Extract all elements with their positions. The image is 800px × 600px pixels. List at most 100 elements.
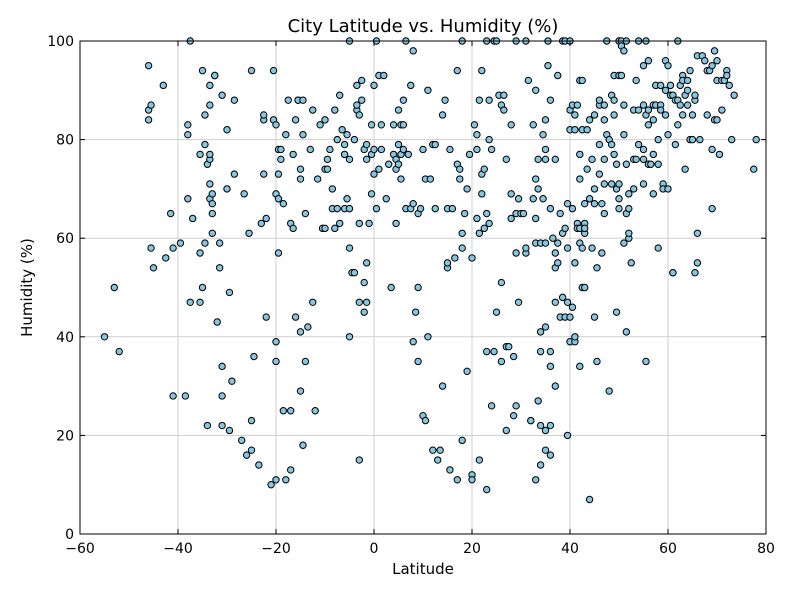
data-point: [443, 259, 452, 267]
data-point: [421, 416, 430, 425]
data-point: [693, 259, 702, 267]
data-point: [218, 91, 226, 99]
data-point: [436, 446, 444, 454]
data-point: [612, 308, 621, 316]
data-point: [532, 175, 540, 183]
data-point: [250, 352, 258, 361]
data-point: [245, 229, 253, 237]
data-point: [411, 308, 420, 316]
data-point: [362, 259, 371, 267]
data-point: [581, 199, 589, 208]
data-point: [600, 116, 608, 124]
data-point: [223, 126, 231, 134]
data-point: [708, 204, 716, 213]
data-point: [598, 199, 606, 208]
data-point: [446, 145, 454, 154]
data-point: [279, 199, 288, 208]
data-point: [649, 150, 657, 159]
data-point: [208, 199, 217, 208]
data-point: [260, 170, 268, 178]
data-point: [367, 190, 376, 198]
data-point: [309, 106, 317, 114]
data-point: [556, 209, 564, 218]
data-point: [343, 130, 351, 139]
data-point: [338, 126, 346, 134]
data-point: [593, 264, 601, 272]
data-point: [573, 101, 582, 109]
data-point: [282, 476, 290, 484]
data-point: [340, 140, 349, 149]
data-point: [313, 175, 322, 183]
data-point: [625, 190, 633, 198]
data-point: [362, 140, 371, 149]
data-point: [272, 121, 280, 129]
data-point: [595, 170, 604, 178]
data-point: [593, 357, 601, 366]
data-point: [316, 121, 324, 129]
data-point: [301, 209, 310, 218]
data-point: [483, 485, 491, 494]
data-point: [615, 204, 623, 213]
data-point: [184, 130, 192, 139]
data-point: [539, 130, 547, 139]
data-point: [404, 150, 412, 159]
data-point: [571, 333, 579, 341]
data-point: [532, 214, 540, 223]
data-point: [590, 185, 599, 193]
data-point: [272, 357, 280, 366]
data-point: [639, 180, 648, 188]
data-point: [458, 229, 466, 237]
data-point: [676, 101, 684, 109]
data-point: [399, 96, 408, 104]
data-point: [147, 244, 155, 252]
data-point: [563, 298, 572, 306]
data-point: [375, 165, 383, 173]
data-point: [600, 209, 608, 218]
data-point: [289, 150, 297, 159]
data-point: [228, 377, 236, 385]
data-point: [532, 476, 540, 484]
data-point: [206, 101, 214, 109]
data-point: [644, 57, 653, 65]
data-point: [456, 165, 464, 173]
data-point: [397, 175, 405, 183]
data-point: [480, 224, 488, 233]
data-point: [473, 145, 481, 154]
data-point: [394, 140, 403, 149]
data-point: [546, 421, 555, 430]
data-point: [370, 170, 378, 178]
data-point: [664, 61, 672, 70]
data-point: [370, 145, 378, 154]
data-point: [262, 214, 270, 223]
data-point: [605, 387, 613, 395]
data-point: [600, 180, 608, 188]
data-point: [649, 190, 657, 198]
data-point: [385, 160, 393, 168]
data-point: [649, 116, 657, 124]
data-point: [590, 199, 599, 208]
data-point: [610, 96, 618, 104]
data-point: [211, 71, 219, 80]
data-point: [485, 96, 493, 104]
data-point: [634, 106, 643, 114]
data-point: [269, 66, 278, 75]
data-point: [654, 135, 662, 144]
data-point: [505, 342, 513, 351]
data-point: [458, 436, 466, 445]
data-point: [362, 155, 371, 164]
data-point: [353, 81, 361, 90]
data-point: [189, 214, 197, 223]
data-point: [534, 397, 542, 405]
data-point: [333, 135, 341, 144]
data-point: [260, 111, 268, 119]
data-point: [688, 111, 697, 119]
data-point: [632, 76, 640, 85]
data-point: [485, 135, 493, 144]
data-point: [581, 283, 589, 292]
data-point: [377, 145, 386, 154]
data-point: [546, 451, 555, 459]
data-point: [272, 338, 280, 346]
x-tick-label: −40: [163, 541, 193, 557]
data-point: [304, 323, 312, 331]
